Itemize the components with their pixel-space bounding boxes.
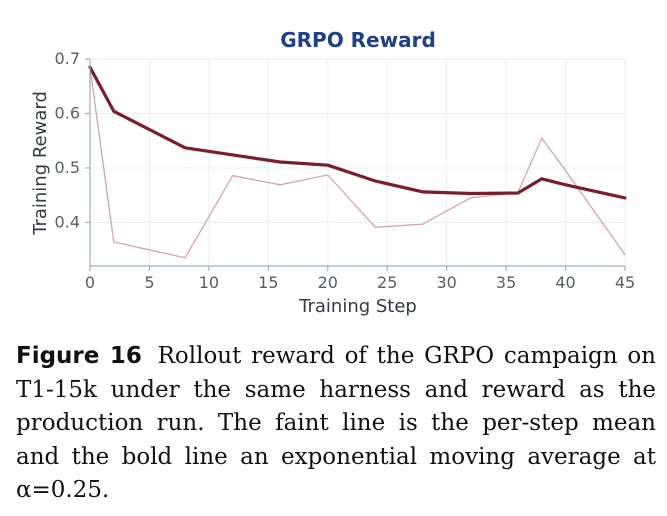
y-tick-label-1: 0.5 bbox=[55, 158, 80, 177]
x-tick-label-7: 35 bbox=[496, 273, 516, 292]
x-tick-label-8: 40 bbox=[555, 273, 575, 292]
y-tick-label-2: 0.6 bbox=[55, 103, 80, 122]
ema-line bbox=[88, 65, 627, 200]
x-axis-label: Training Step bbox=[298, 296, 417, 317]
caption-text: Rollout reward of the GRPO campaign on T… bbox=[16, 343, 656, 503]
x-tick-label-4: 20 bbox=[318, 273, 338, 292]
per-step-mean-line bbox=[89, 66, 626, 259]
axis-layer: 0 5 10 15 20 25 30 35 40 45 0.4 0.5 0.6 0.7 bbox=[55, 49, 636, 292]
grid-layer bbox=[89, 58, 626, 266]
x-tick-label-9: 45 bbox=[615, 273, 635, 292]
chart-panel: 0 5 10 15 20 25 30 35 40 45 0.4 0.5 0.6 0.7 GRPO Rewa… bbox=[30, 28, 636, 317]
x-tick-label-0: 0 bbox=[85, 273, 95, 292]
y-tick-label-3: 0.7 bbox=[55, 49, 80, 68]
chart-title: GRPO Reward bbox=[280, 28, 436, 52]
x-tick-label-3: 15 bbox=[258, 273, 278, 292]
x-tick-label-2: 10 bbox=[199, 273, 219, 292]
y-axis-label: Training Reward bbox=[30, 91, 51, 236]
x-tick-label-5: 25 bbox=[377, 273, 397, 292]
x-tick-label-6: 30 bbox=[436, 273, 456, 292]
caption-label: Figure 16 bbox=[16, 343, 142, 369]
series-layer bbox=[88, 65, 627, 259]
y-tick-label-0: 0.4 bbox=[55, 212, 80, 231]
x-tick-label-1: 5 bbox=[144, 273, 154, 292]
figure-caption: Figure 16 Rollout reward of the GRPO cam… bbox=[16, 340, 656, 508]
reward-line-chart: 0 5 10 15 20 25 30 35 40 45 0.4 0.5 0.6 0.7 GRPO Rewa… bbox=[30, 28, 636, 317]
